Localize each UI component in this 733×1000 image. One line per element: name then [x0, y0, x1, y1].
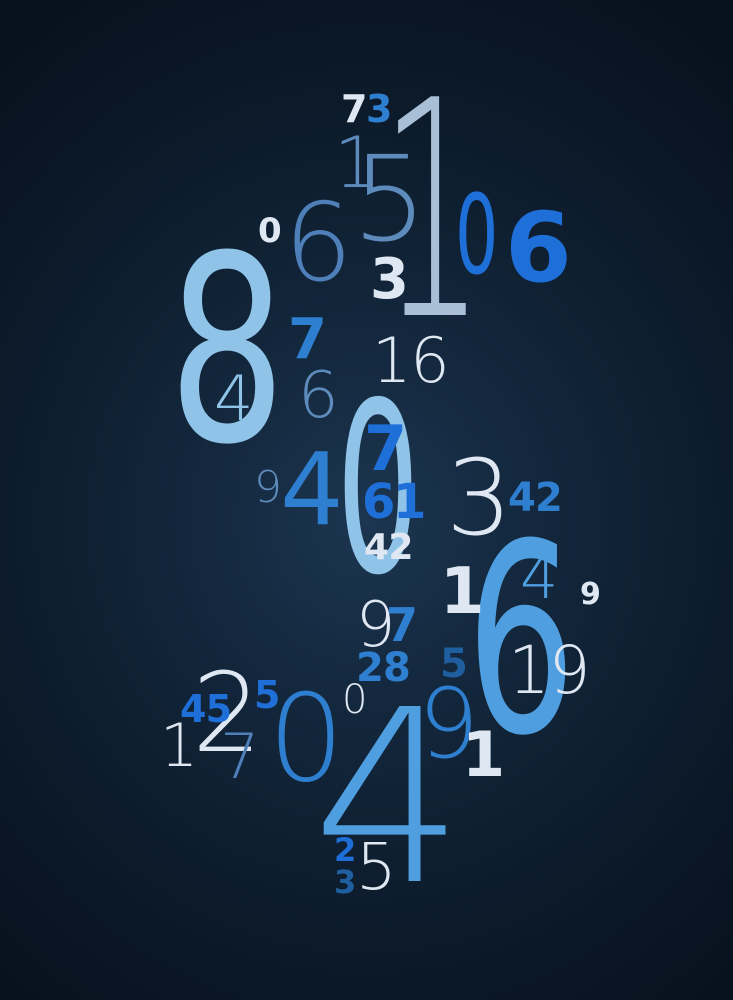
digit-4-big: 4 — [312, 658, 465, 938]
digit-45: 45 — [180, 687, 232, 731]
digit-1-tall: 1 — [380, 37, 485, 386]
digit-7-under-9: 7 — [386, 598, 418, 652]
digit-6-thin: 6 — [284, 181, 353, 306]
digit-3-thin-right: 3 — [446, 437, 512, 559]
digit-4-blue: 4 — [280, 431, 344, 548]
digit-5-teal: 5 — [440, 641, 468, 687]
digit-19-in-6: 19 — [508, 632, 591, 709]
digit-1-white-low: 1 — [462, 718, 505, 791]
digit-9-left: 9 — [254, 462, 282, 513]
digit-4-in-6: 4 — [520, 543, 558, 613]
digit-8-big: 8 — [168, 201, 286, 501]
digit-61-in-0: 61 — [362, 474, 426, 530]
digit-0-white-small: 0 — [342, 677, 367, 723]
digit-0-low: 0 — [268, 670, 344, 809]
digit-42-in-0: 42 — [364, 527, 413, 568]
digit-2-in-28: 28 — [356, 645, 411, 691]
digit-3-white: 3 — [370, 247, 409, 312]
digit-5-bottom: 5 — [356, 831, 397, 905]
digit-7-top: 7 — [341, 87, 367, 131]
digit-5-thin: 5 — [352, 130, 427, 268]
digit-9-small-right: 9 — [580, 577, 601, 612]
digit-9-white: 9 — [356, 588, 395, 661]
digit-6-right-bold: 6 — [505, 192, 572, 304]
digit-3-bottom: 3 — [334, 863, 356, 901]
digit-7-in-0: 7 — [364, 412, 407, 485]
digit-5-teal-left: 5 — [254, 673, 280, 717]
digit-1-small: 1 — [334, 122, 379, 204]
digit-2-white: 2 — [192, 649, 262, 777]
digit-0-small: 0 — [258, 211, 282, 251]
digit-7-thin-low: 7 — [220, 720, 259, 793]
digit-3-top: 3 — [366, 87, 392, 131]
digit-2-bottom: 2 — [334, 831, 356, 869]
digit-1-white-mid: 1 — [440, 555, 485, 629]
digit-0-right: 0 — [455, 171, 498, 299]
digit-6-big: 6 — [466, 488, 576, 793]
digit-7-blue: 7 — [288, 307, 327, 372]
digit-9-thin-low: 9 — [418, 668, 479, 780]
digit-6-steel: 6 — [298, 359, 339, 433]
digit-1-left: 1 — [160, 711, 198, 781]
digit-4-in-8: 4 — [214, 362, 253, 435]
digit-16: 16 — [372, 324, 450, 397]
digit-0-big: 0 — [336, 352, 420, 627]
digit-42-right: 42 — [508, 475, 563, 521]
